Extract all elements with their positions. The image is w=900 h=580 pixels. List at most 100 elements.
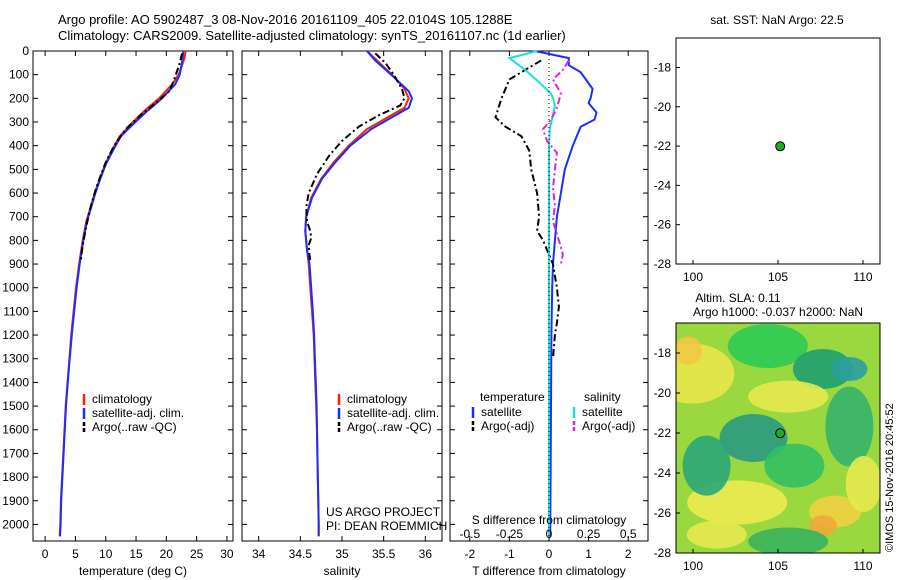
argo-float-marker — [775, 141, 786, 152]
differences-series-argo — [494, 59, 560, 359]
sla-subtitle: Argo h1000: -0.037 h2000: NaN — [693, 305, 863, 319]
depth-tick-label: 900 — [9, 257, 29, 271]
temperature-xlabel: temperature (deg C) — [79, 564, 187, 578]
sla-blob — [764, 443, 825, 488]
differences-panel: -2 -1 0 1 2 T difference from climatology -0.5… — [449, 50, 649, 578]
imos-timestamp: ©IMOS 15-Nov-2016 20:45:52 — [884, 403, 896, 552]
sst_map-frame — [675, 37, 881, 265]
sst_map-panel: 100 105 110 -18 -20 -22 -24 -26 -28 sat. SST: NaN… — [654, 13, 881, 284]
legend-label: Argo(..raw -QC) — [92, 420, 177, 434]
legend-label: satellite — [481, 405, 522, 419]
sla-blob — [727, 324, 808, 368]
salinity-xtick-label: 34.5 — [289, 547, 313, 561]
depth-tick-label: 1300 — [2, 352, 29, 366]
differences-xtick-label: -2 — [464, 547, 475, 561]
sla_map-ytick-label: -24 — [654, 466, 672, 480]
sla-blob — [719, 414, 788, 462]
sst_map-ytick-label: -20 — [654, 100, 672, 114]
salinity-series-satellite — [304, 50, 414, 537]
sla-blob — [845, 456, 880, 512]
sla-title: Altim. SLA: 0.11 — [695, 291, 780, 305]
depth-tick-label: 600 — [9, 186, 29, 200]
sla_map-xtick-label: 110 — [853, 559, 872, 573]
differences-series-sal_satellite — [507, 50, 556, 537]
sla_map-ytick-label: -26 — [654, 506, 672, 520]
legend-label: climatology — [92, 392, 152, 406]
sst_map-xtick-label: 105 — [768, 270, 788, 284]
depth-tick-label: 1500 — [2, 399, 29, 413]
differences-xtick-label: 2 — [625, 547, 632, 561]
sst_map-ytick-label: -18 — [654, 60, 672, 74]
salinity-xtick-label: 35.5 — [372, 547, 396, 561]
temperature-xtick-label: 5 — [72, 547, 79, 561]
sla_map-ytick-label: -18 — [654, 346, 672, 360]
depth-tick-label: 300 — [9, 115, 29, 129]
depth-tick-label: 1400 — [2, 375, 29, 389]
argo-float-marker — [775, 428, 786, 439]
sst_map-ytick-label: -28 — [654, 257, 672, 271]
differences-xtick-label: 0 — [546, 547, 553, 561]
sla_map-ytick-label: -28 — [654, 546, 672, 560]
salinity-series-climatology — [304, 50, 410, 537]
differences-series-satellite — [534, 50, 598, 537]
pi-label: PI: DEAN ROEMMICH — [326, 519, 447, 533]
depth-tick-label: 1800 — [2, 470, 29, 484]
sla_map-xtick-label: 100 — [683, 559, 703, 573]
depth-tick-label: 700 — [9, 210, 29, 224]
temperature-xtick-label: 30 — [220, 547, 234, 561]
differences-series-sal_argo — [541, 59, 570, 265]
depth-tick-label: 100 — [9, 68, 29, 82]
temperature-xtick-label: 15 — [129, 547, 143, 561]
temperature-xtick-label: 10 — [99, 547, 113, 561]
figure-title-line2: Climatology: CARS2009. Satellite-adjuste… — [58, 28, 566, 43]
sla-blob — [748, 527, 829, 553]
salinity-xtick-label: 36 — [419, 547, 433, 561]
temperature-panel: 0 5 10 15 20 25 300100200300400500600700800900… — [2, 44, 234, 578]
depth-tick-label: 1200 — [2, 328, 29, 342]
sst_map-xtick-label: 110 — [853, 270, 872, 284]
depth-tick-label: 2000 — [2, 517, 29, 531]
sla-blob — [808, 515, 837, 536]
sst_map-ytick-label: -24 — [654, 178, 672, 192]
figure-title-line1: Argo profile: AO 5902487_3 08-Nov-2016 2… — [58, 12, 513, 27]
sla-blob — [831, 357, 868, 381]
legend-label: satellite-adj. clim. — [347, 406, 439, 420]
sdiff-tick-label: -0.25 — [496, 527, 524, 541]
sdiff-tick-label: 0.25 — [577, 527, 601, 541]
depth-tick-label: 1000 — [2, 281, 29, 295]
depth-tick-label: 1600 — [2, 423, 29, 437]
temperature-xtick-label: 20 — [160, 547, 174, 561]
depth-tick-label: 1900 — [2, 494, 29, 508]
sst_map-ytick-label: -22 — [654, 139, 672, 153]
temperature-xtick-label: 0 — [42, 547, 49, 561]
differences-xtick-label: -1 — [504, 547, 515, 561]
legend-label: satellite — [582, 405, 623, 419]
sst_map-ytick-label: -26 — [654, 218, 672, 232]
salinity-xlabel: salinity — [324, 564, 361, 578]
depth-tick-label: 1100 — [3, 304, 29, 318]
sla_map-ytick-label: -22 — [654, 426, 672, 440]
sla_map-ytick-label: -20 — [654, 386, 672, 400]
sla_map-xtick-label: 105 — [768, 559, 788, 573]
salinity-xtick-label: 35 — [335, 547, 349, 561]
legend-heading-temperature: temperature — [480, 390, 545, 404]
temperature-series-climatology — [58, 50, 187, 537]
legend-label: Argo(-adj) — [582, 419, 635, 433]
salinity-xtick-label: 34 — [252, 547, 266, 561]
depth-tick-label: 800 — [9, 233, 29, 247]
temperature-series-satellite — [59, 50, 185, 537]
sla-blob — [748, 380, 829, 413]
sdiff-tick-label: 0.5 — [620, 527, 637, 541]
project-label: US ARGO PROJECT — [326, 505, 441, 519]
sdiff-tick-label: 0 — [546, 527, 553, 541]
temperature-frame — [32, 50, 234, 542]
depth-tick-label: 500 — [9, 162, 29, 176]
salinity-panel: 34 34.5 35 35.5 36 salinity climatologysatelli… — [241, 50, 447, 578]
temperature-xtick-label: 25 — [190, 547, 204, 561]
differences-xlabel: T difference from climatology — [472, 564, 626, 578]
temperature-series-argo — [79, 53, 184, 260]
depth-tick-label: 1700 — [2, 446, 29, 460]
sla-blob — [686, 520, 747, 549]
sla_map-panel: 100 105 110 -18 -20 -22 -24 -26 -28 Altim. SLA: 0… — [654, 291, 881, 573]
